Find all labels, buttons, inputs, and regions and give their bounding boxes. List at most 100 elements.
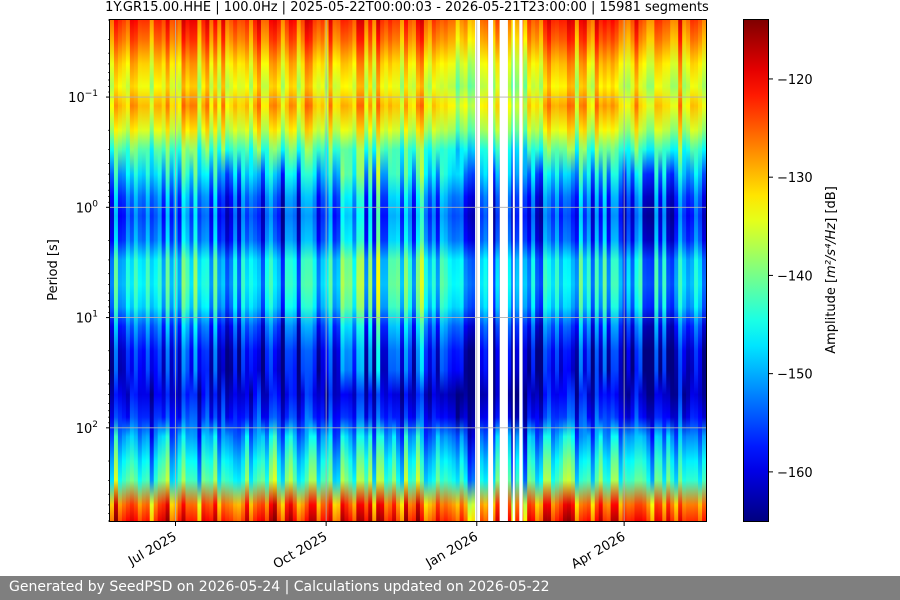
x-tick-label: Oct 2025 bbox=[271, 529, 330, 572]
heatmap-column bbox=[507, 20, 512, 521]
heatmap-column bbox=[578, 20, 584, 521]
y-tick-label: 100 bbox=[76, 199, 99, 216]
heatmap-column bbox=[622, 20, 627, 521]
heatmap-column bbox=[225, 20, 230, 521]
heatmap-column bbox=[634, 20, 639, 521]
heatmap-column bbox=[602, 20, 608, 521]
heatmap-column bbox=[249, 20, 254, 521]
x-axis: Jul 2025 Oct 2025 Jan 2026 Apr 2026 bbox=[125, 521, 628, 572]
heatmap-column bbox=[447, 20, 453, 521]
heatmap-column bbox=[443, 20, 449, 521]
heatmap-column bbox=[384, 20, 389, 521]
heatmap-column bbox=[221, 20, 226, 521]
heatmap-column bbox=[257, 20, 262, 521]
heatmap-column bbox=[467, 20, 472, 521]
heatmap-column bbox=[189, 20, 194, 521]
colorbar-frame bbox=[743, 19, 769, 522]
heatmap-column bbox=[324, 20, 329, 521]
heatmap-column bbox=[328, 20, 333, 521]
colorbar: −120 −130 −140 −150 −160 bbox=[743, 19, 813, 522]
colorbar-gradient bbox=[744, 20, 768, 521]
heatmap-column bbox=[423, 20, 429, 521]
heatmap-column bbox=[582, 20, 588, 521]
heatmap-column bbox=[686, 20, 691, 521]
heatmap-column bbox=[471, 20, 476, 521]
heatmap-column bbox=[169, 20, 174, 521]
heatmap-column bbox=[360, 20, 365, 521]
heatmap-column bbox=[280, 20, 286, 521]
heatmap-column bbox=[288, 20, 294, 521]
heatmap-column bbox=[566, 20, 572, 521]
heatmap-column bbox=[527, 20, 532, 521]
heatmap-column bbox=[260, 20, 266, 521]
heatmap-column bbox=[682, 20, 687, 521]
chart-title: 1Y.GR15.00.HHE | 100.0Hz | 2025-05-22T00… bbox=[105, 0, 709, 15]
heatmap-column bbox=[253, 20, 258, 521]
heatmap-column bbox=[495, 20, 500, 521]
y-tick-label: 10−1 bbox=[68, 89, 98, 106]
heatmap-column bbox=[396, 20, 401, 521]
heatmap-column bbox=[674, 20, 679, 521]
heatmap-column bbox=[618, 20, 623, 521]
heatmap-column bbox=[193, 20, 198, 521]
heatmap-column bbox=[463, 20, 468, 521]
heatmap-column bbox=[459, 20, 465, 521]
heatmap-column bbox=[245, 20, 250, 521]
heatmap-column bbox=[662, 20, 667, 521]
heatmap-column bbox=[411, 20, 417, 521]
heatmap-column bbox=[284, 20, 290, 521]
heatmap-column bbox=[340, 20, 345, 521]
heatmap-column bbox=[531, 20, 536, 521]
heatmap-column bbox=[153, 20, 159, 521]
colorbar-tick-label: −160 bbox=[777, 466, 813, 481]
heatmap-column bbox=[702, 20, 707, 521]
heatmap-column bbox=[320, 20, 325, 521]
heatmap-column bbox=[121, 20, 127, 521]
data-gap bbox=[512, 20, 515, 521]
heatmap-column bbox=[272, 20, 278, 521]
plot-area bbox=[109, 19, 707, 522]
heatmap-column bbox=[229, 20, 234, 521]
heatmap-column bbox=[308, 20, 314, 521]
heatmap-column bbox=[431, 20, 437, 521]
heatmap-column bbox=[237, 20, 242, 521]
heatmap-column bbox=[594, 20, 600, 521]
plot-frame bbox=[109, 19, 707, 522]
heatmap-column bbox=[455, 20, 461, 521]
heatmap-column bbox=[670, 20, 675, 521]
grid-lines bbox=[110, 20, 706, 521]
heatmap-column bbox=[356, 20, 361, 521]
heatmap-column bbox=[177, 20, 182, 521]
heatmap-column bbox=[300, 20, 306, 521]
colorbar-tick-label: −140 bbox=[777, 269, 813, 284]
heatmap-column bbox=[690, 20, 695, 521]
heatmap-column bbox=[241, 20, 246, 521]
heatmap-column bbox=[336, 20, 341, 521]
colorbar-label: Amplitude [m²/s⁴/Hz] [dB] bbox=[824, 186, 839, 354]
heatmap-column bbox=[137, 20, 143, 521]
heatmap-column bbox=[213, 20, 218, 521]
x-tick-label: Jul 2025 bbox=[125, 529, 179, 569]
heatmap-column bbox=[562, 20, 568, 521]
heatmap-column bbox=[264, 20, 270, 521]
y-tick-label: 102 bbox=[76, 420, 98, 437]
x-tick-label: Jan 2026 bbox=[423, 529, 481, 571]
heatmap-column bbox=[491, 20, 496, 521]
x-tick-label: Apr 2026 bbox=[569, 529, 628, 572]
y-axis-label: Period [s] bbox=[46, 239, 61, 301]
heatmap-column bbox=[415, 20, 421, 521]
heatmap-column bbox=[646, 20, 651, 521]
heatmap-column bbox=[570, 20, 576, 521]
heatmap-column bbox=[483, 20, 488, 521]
heatmap-column bbox=[110, 20, 115, 521]
heatmap-column bbox=[113, 20, 119, 521]
heatmap-column bbox=[344, 20, 349, 521]
heatmap-column bbox=[392, 20, 397, 521]
heatmap-column bbox=[276, 20, 282, 521]
heatmap-column bbox=[185, 20, 190, 521]
heatmap-column bbox=[658, 20, 663, 521]
data-gap bbox=[519, 20, 523, 521]
heatmap-column bbox=[404, 20, 409, 521]
y-tick-label: 101 bbox=[76, 310, 98, 327]
